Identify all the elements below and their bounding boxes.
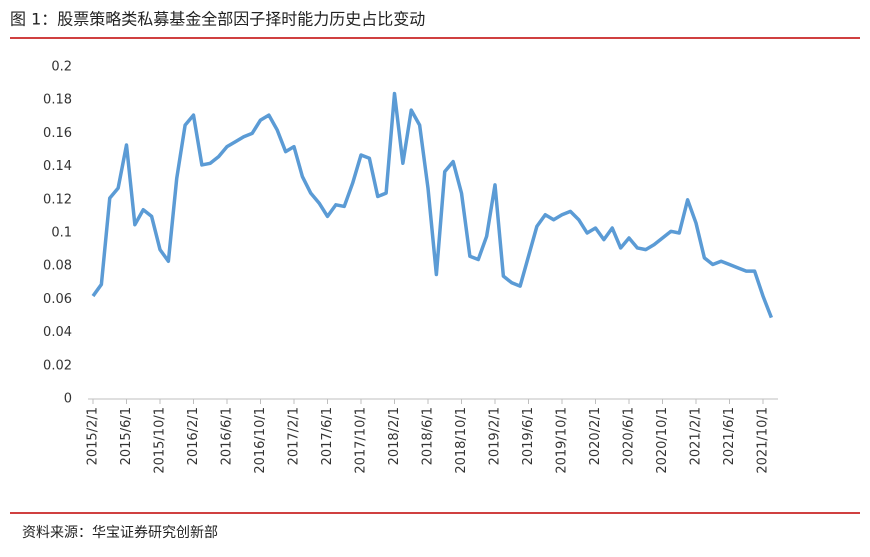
x-tick-label: 2020/6/1 [622, 407, 637, 465]
x-tick-label: 2017/6/1 [320, 407, 335, 465]
x-tick-label: 2016/10/1 [253, 407, 268, 474]
y-tick-label: 0.02 [43, 358, 72, 373]
x-tick-label: 2017/10/1 [354, 407, 369, 474]
x-tick-label: 2016/2/1 [186, 407, 201, 465]
x-tick-label: 2020/10/1 [655, 407, 670, 474]
x-tick-label: 2015/2/1 [86, 407, 101, 465]
y-tick-label: 0.16 [43, 126, 72, 141]
y-tick-label: 0.2 [51, 60, 72, 75]
y-tick-label: 0.14 [43, 159, 72, 174]
x-tick-label: 2019/6/1 [521, 407, 536, 465]
source-note: 资料来源：华宝证券研究创新部 [22, 525, 218, 541]
y-tick-label: 0 [64, 392, 72, 407]
x-tick-label: 2018/10/1 [454, 407, 469, 474]
data-line [91, 91, 774, 319]
y-tick-label: 0.06 [43, 292, 72, 307]
x-tick-label: 2018/2/1 [387, 407, 402, 465]
y-tick-label: 0.12 [43, 192, 72, 207]
x-tick-label: 2019/10/1 [555, 407, 570, 474]
x-tick-label: 2018/6/1 [421, 407, 436, 465]
y-tick-label: 0.18 [43, 93, 72, 108]
x-tick-label: 2016/6/1 [220, 407, 235, 465]
x-tick-label: 2021/10/1 [756, 407, 771, 474]
figure-title: 图 1：股票策略类私募基金全部因子择时能力历史占比变动 [10, 10, 425, 29]
x-tick-label: 2021/6/1 [722, 407, 737, 465]
y-tick-label: 0.04 [43, 325, 72, 340]
x-tick-label: 2015/10/1 [153, 407, 168, 474]
x-tick-label: 2019/2/1 [488, 407, 503, 465]
x-tick-label: 2015/6/1 [119, 407, 134, 465]
y-tick-label: 0.08 [43, 259, 72, 274]
x-tick-label: 2021/2/1 [689, 407, 704, 465]
x-tick-label: 2017/2/1 [287, 407, 302, 465]
y-tick-label: 0.1 [51, 226, 72, 241]
x-tick-label: 2020/2/1 [588, 407, 603, 465]
